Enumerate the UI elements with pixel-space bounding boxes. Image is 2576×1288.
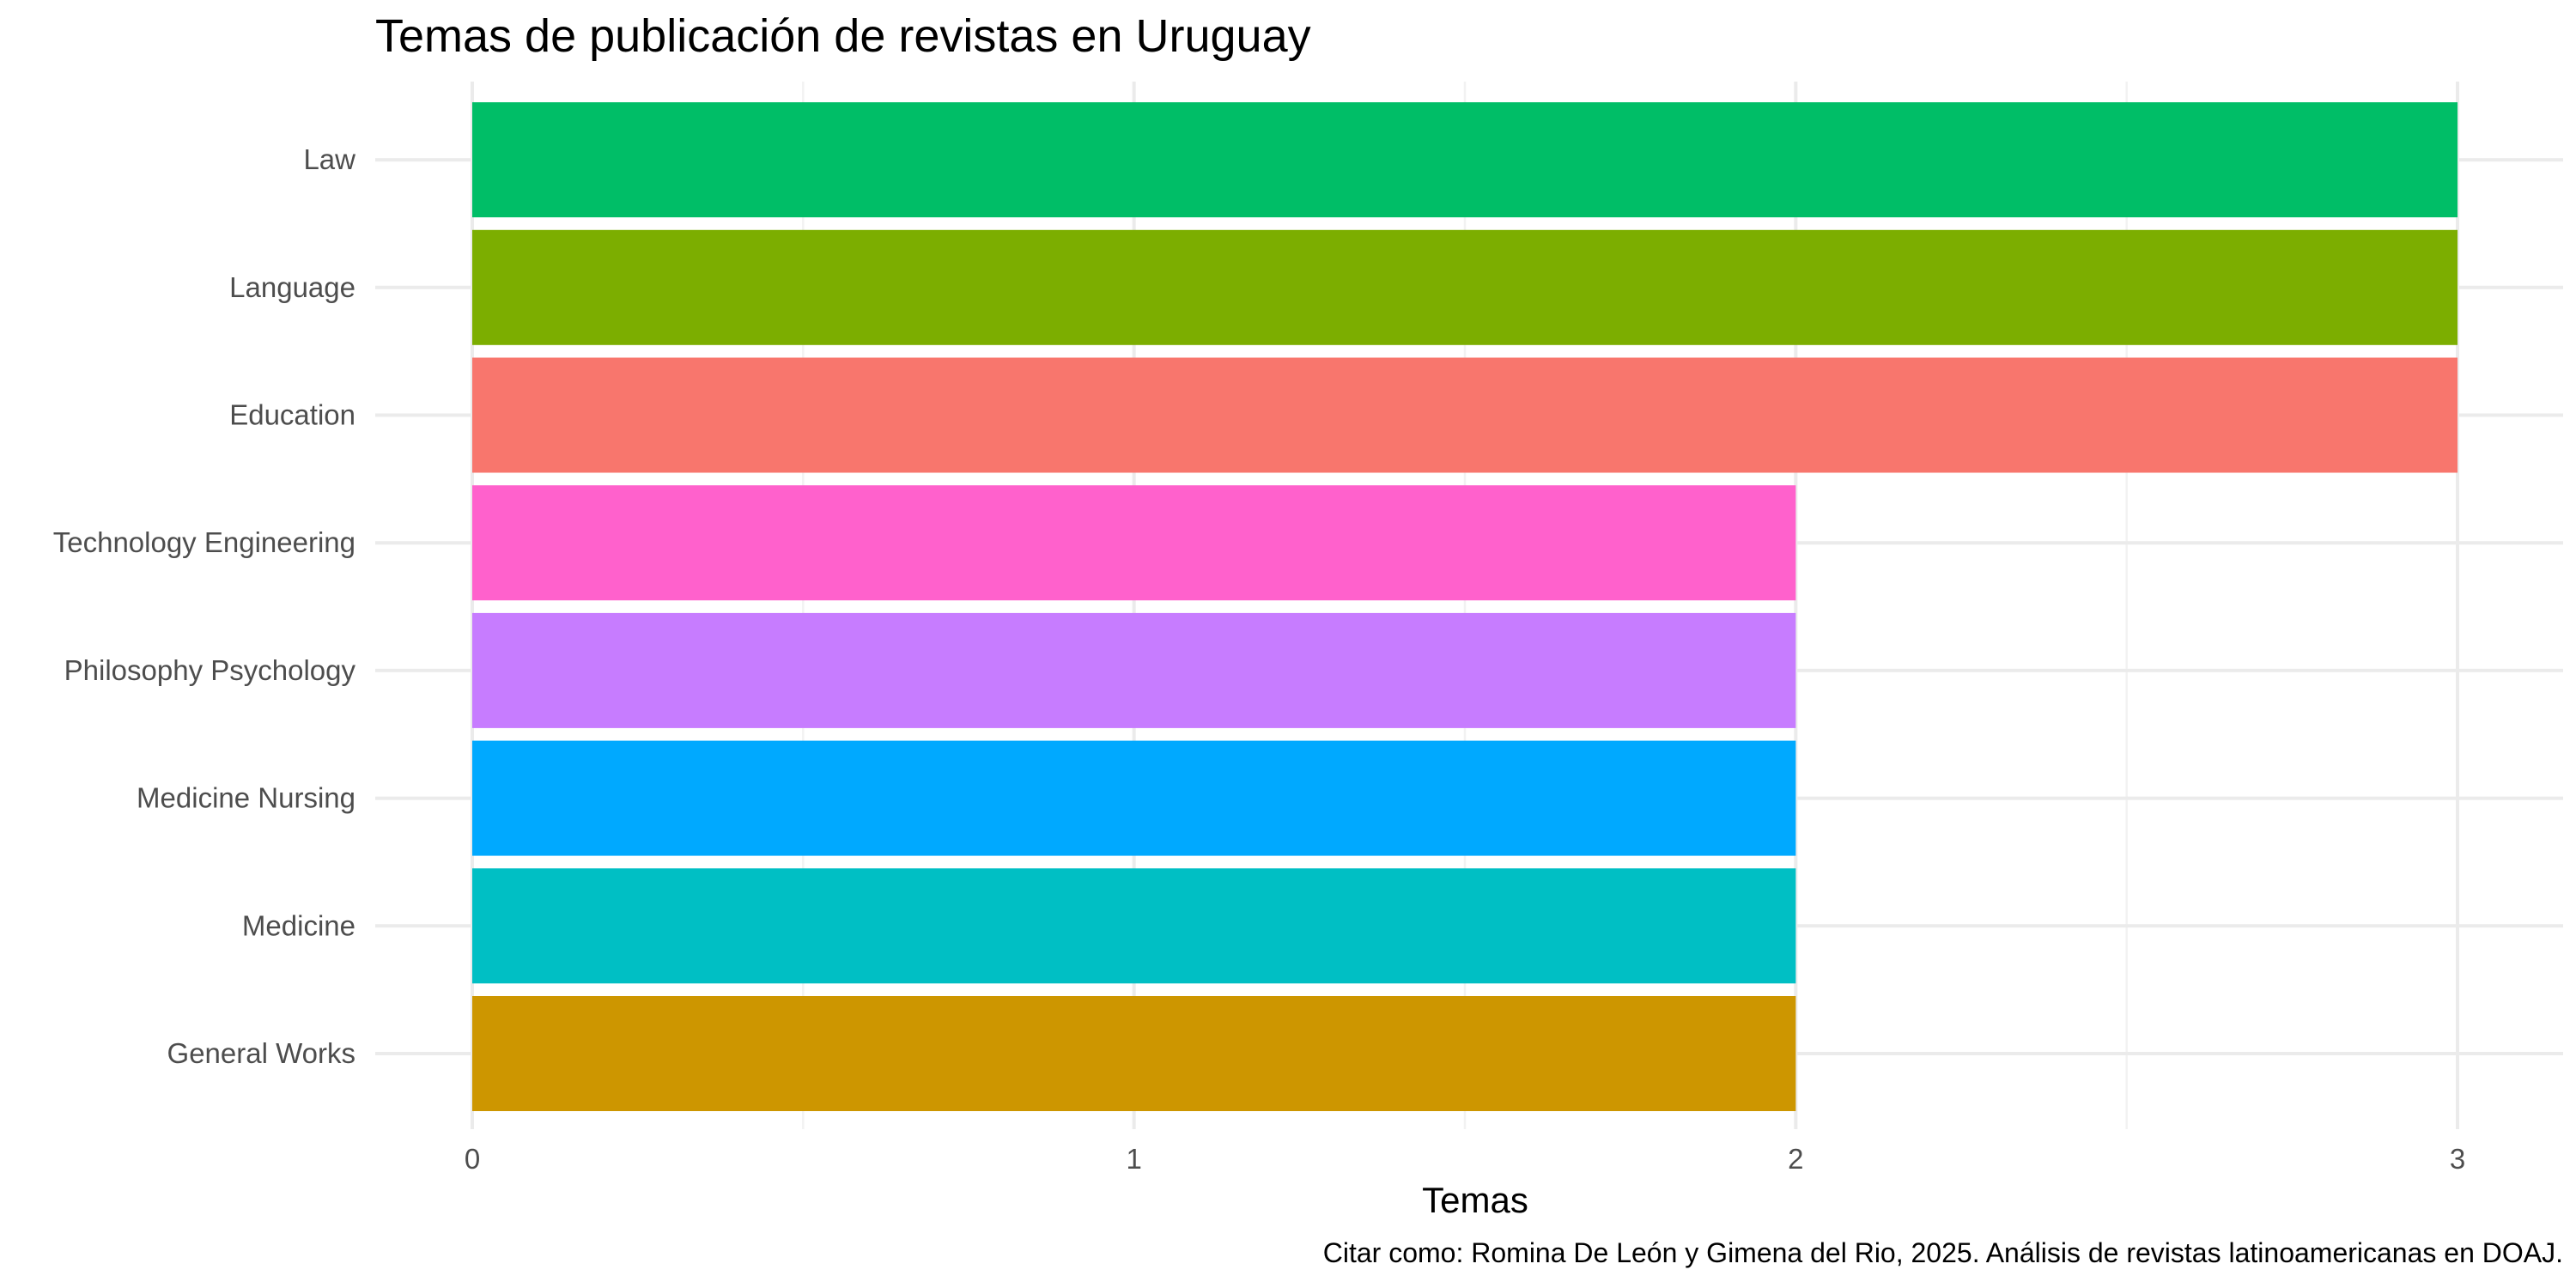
bar-general-works bbox=[472, 996, 1796, 1111]
bar-language bbox=[472, 229, 2458, 345]
x-tick-label: 0 bbox=[465, 1143, 480, 1175]
y-axis-tick-labels: General Works Medicine Medicine Nursing Phi… bbox=[53, 143, 356, 1069]
bar-medicine-nursing bbox=[472, 740, 1796, 856]
y-tick-label: Medicine Nursing bbox=[137, 782, 355, 814]
bar-law bbox=[472, 102, 2458, 218]
bar-medicine bbox=[472, 868, 1796, 984]
bar-education bbox=[472, 357, 2458, 473]
y-tick-label: Education bbox=[229, 399, 355, 431]
chart-caption: Citar como: Romina De León y Gimena del … bbox=[1323, 1237, 2563, 1268]
x-axis-tick-labels: 0 1 2 3 bbox=[465, 1143, 2465, 1175]
chart-title: Temas de publicación de revistas en Urug… bbox=[375, 10, 1311, 62]
y-tick-label: Language bbox=[229, 271, 355, 303]
y-tick-label: Technology Engineering bbox=[53, 526, 355, 558]
y-tick-label: General Works bbox=[167, 1037, 355, 1069]
x-tick-label: 3 bbox=[2450, 1143, 2465, 1175]
y-tick-label: Philosophy Psychology bbox=[64, 654, 356, 686]
x-tick-label: 1 bbox=[1126, 1143, 1141, 1175]
x-tick-label: 2 bbox=[1788, 1143, 1803, 1175]
y-tick-label: Medicine bbox=[242, 909, 355, 941]
bar-philosophy-psychology bbox=[472, 612, 1796, 728]
x-axis-title: Temas bbox=[1422, 1180, 1528, 1220]
bars bbox=[472, 102, 2458, 1111]
y-tick-label: Law bbox=[303, 143, 355, 175]
bar-technology-engineering bbox=[472, 485, 1796, 601]
